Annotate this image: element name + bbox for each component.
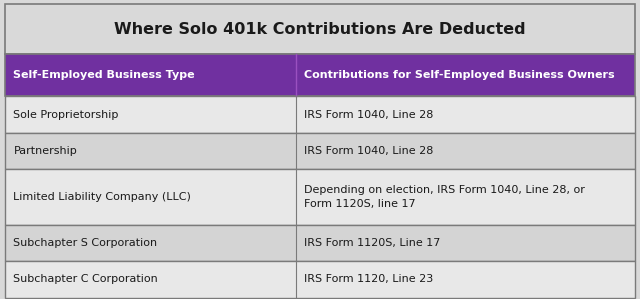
Text: Self-Employed Business Type: Self-Employed Business Type	[13, 70, 195, 80]
Bar	[5, 96, 635, 133]
Bar	[5, 133, 635, 169]
Text: Where Solo 401k Contributions Are Deducted: Where Solo 401k Contributions Are Deduct…	[114, 22, 526, 36]
Bar	[5, 54, 635, 96]
Text: Limited Liability Company (LLC): Limited Liability Company (LLC)	[13, 192, 191, 202]
Bar	[5, 169, 635, 225]
Bar	[5, 261, 635, 298]
Bar	[5, 225, 635, 261]
Text: Subchapter C Corporation: Subchapter C Corporation	[13, 274, 158, 284]
Text: IRS Form 1040, Line 28: IRS Form 1040, Line 28	[305, 146, 434, 156]
Text: IRS Form 1120S, Line 17: IRS Form 1120S, Line 17	[305, 238, 441, 248]
Text: Sole Proprietorship: Sole Proprietorship	[13, 109, 119, 120]
Text: IRS Form 1120, Line 23: IRS Form 1120, Line 23	[305, 274, 434, 284]
Text: Subchapter S Corporation: Subchapter S Corporation	[13, 238, 157, 248]
Text: IRS Form 1040, Line 28: IRS Form 1040, Line 28	[305, 109, 434, 120]
Text: Depending on election, IRS Form 1040, Line 28, or
Form 1120S, line 17: Depending on election, IRS Form 1040, Li…	[305, 185, 585, 208]
Text: Partnership: Partnership	[13, 146, 77, 156]
Bar	[5, 4, 635, 54]
Text: Contributions for Self-Employed Business Owners: Contributions for Self-Employed Business…	[305, 70, 615, 80]
